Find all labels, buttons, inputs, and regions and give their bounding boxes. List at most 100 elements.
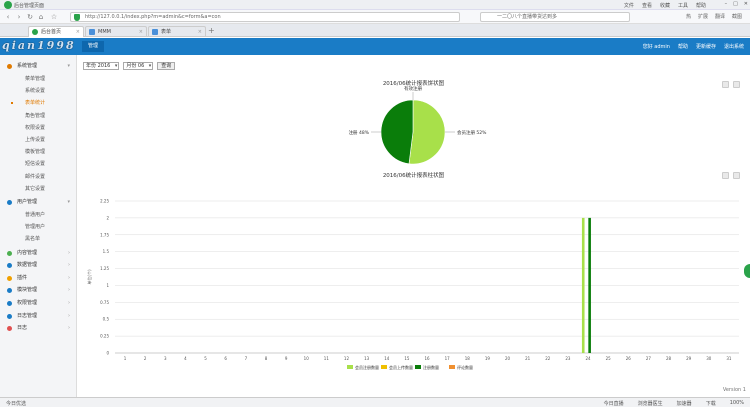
ext-extensions[interactable]: 扩展: [697, 14, 708, 20]
sidebar-item[interactable]: 系统设置: [0, 85, 77, 97]
menu-view[interactable]: 查看: [641, 3, 652, 9]
chevron-down-icon: ▾: [67, 199, 70, 205]
help-link[interactable]: 帮助: [677, 44, 688, 50]
legend-label[interactable]: 会员注册数量: [355, 364, 379, 370]
menu-help[interactable]: 帮助: [695, 3, 706, 9]
month-select[interactable]: 月份 06: [123, 62, 154, 70]
print-icon[interactable]: [722, 81, 729, 88]
sidebar-item[interactable]: 管理用户: [0, 221, 77, 233]
sidebar-item[interactable]: 短信设置: [0, 158, 77, 170]
sidebar-item[interactable]: 模板管理: [0, 146, 77, 158]
logout-link[interactable]: 退出系统: [723, 44, 744, 50]
year-select[interactable]: 年份 2016: [83, 62, 120, 70]
bar[interactable]: [581, 217, 585, 353]
tab-close-icon[interactable]: ×: [138, 29, 143, 35]
section-icon: [7, 301, 12, 306]
x-tick-label: 2: [144, 356, 147, 361]
sidebar-section[interactable]: 数据管理 ›: [0, 260, 77, 271]
browser-titlebar: 后台管理页面 文件 查看 收藏 工具 帮助 – □ ✕: [0, 0, 750, 10]
sidebar-section-system[interactable]: 系统管理 ▾: [0, 61, 77, 72]
minimize-icon[interactable]: –: [724, 1, 728, 7]
sidebar-section[interactable]: 插件 ›: [0, 273, 77, 284]
section-icon: [7, 313, 12, 319]
address-bar[interactable]: http://127.0.0.1/index.php?m=admin&c=for…: [70, 12, 460, 22]
tab-favicon: [32, 29, 38, 35]
x-tick-label: 21: [525, 356, 531, 361]
star-icon[interactable]: ☆: [50, 13, 58, 21]
sidebar-item[interactable]: 表单统计: [0, 97, 77, 109]
new-tab-icon[interactable]: +: [208, 26, 215, 35]
legend-label[interactable]: 会员上传数量: [389, 364, 413, 370]
pie-slice[interactable]: [408, 99, 446, 165]
forward-icon[interactable]: ›: [17, 13, 21, 21]
status-doctor[interactable]: 浏览器医生: [637, 401, 663, 407]
status-download[interactable]: 下载: [705, 401, 716, 407]
search-input[interactable]: 一二〇八个直播带货达到多: [480, 12, 630, 22]
sidebar-item[interactable]: 上传设置: [0, 134, 77, 146]
close-icon[interactable]: ✕: [743, 1, 748, 7]
sidebar-item[interactable]: 黑名单: [0, 233, 77, 245]
sidebar-item-label: 表单统计: [25, 100, 46, 107]
status-accelerator[interactable]: 加速器: [676, 401, 692, 407]
sidebar-section[interactable]: 权限管理 ›: [0, 298, 77, 309]
sidebar-item[interactable]: 普通用户: [0, 209, 77, 221]
sidebar-item[interactable]: 其它设置: [0, 183, 77, 195]
home-icon[interactable]: ⌂: [38, 13, 44, 21]
sidebar-item[interactable]: 菜单管理: [0, 73, 77, 85]
sidebar-item-label: 角色管理: [25, 112, 46, 119]
ext-screenshot[interactable]: 截图: [731, 14, 742, 20]
sidebar-item[interactable]: 权限设置: [0, 122, 77, 134]
menu-favorites[interactable]: 收藏: [659, 3, 670, 9]
x-tick-label: 14: [384, 356, 390, 361]
floating-share-button[interactable]: [744, 264, 750, 278]
sidebar-item[interactable]: 角色管理: [0, 110, 77, 122]
refresh-cache-link[interactable]: 更新缓存: [695, 44, 716, 50]
sidebar-section[interactable]: 内容管理 ›: [0, 248, 77, 259]
menu-tools[interactable]: 工具: [677, 3, 688, 9]
sidebar-section[interactable]: 日志 ›: [0, 323, 77, 334]
nav-management[interactable]: 管理: [82, 41, 105, 52]
browser-logo-icon: [4, 1, 12, 9]
legend-label[interactable]: 注册数量: [423, 364, 439, 370]
sidebar-item[interactable]: 邮件设置: [0, 171, 77, 183]
y-tick-label: 0: [106, 351, 109, 356]
x-tick-label: 10: [304, 356, 310, 361]
sidebar-section[interactable]: 日志管理 ›: [0, 311, 77, 322]
x-tick-label: 23: [565, 356, 571, 361]
x-tick-label: 16: [424, 356, 430, 361]
status-left[interactable]: 今日优选: [6, 401, 27, 407]
y-tick-label: 0.75: [100, 300, 109, 305]
tab-close-icon[interactable]: ×: [197, 29, 202, 35]
maximize-icon[interactable]: □: [733, 1, 738, 7]
download-icon[interactable]: [733, 172, 740, 179]
query-button[interactable]: 查询: [157, 62, 176, 70]
ext-hot[interactable]: 热: [685, 14, 691, 20]
tab-admin-home[interactable]: 后台首页 ×: [28, 26, 84, 37]
menu-file[interactable]: 文件: [623, 3, 634, 9]
status-zoom[interactable]: 100%: [729, 400, 744, 406]
sidebar-item-label: 菜单管理: [25, 76, 46, 82]
version-label: Version 1: [722, 387, 746, 393]
sidebar-section[interactable]: 模块管理 ›: [0, 285, 77, 296]
tab-form[interactable]: 表单 ×: [148, 26, 206, 37]
sidebar-item-label: 其它设置: [25, 185, 46, 192]
x-tick-label: 29: [686, 356, 692, 361]
tab-close-icon[interactable]: ×: [75, 29, 80, 35]
download-icon[interactable]: [733, 81, 740, 88]
sidebar-section-users[interactable]: 用户管理 ▾: [0, 197, 77, 208]
tab-favicon: [89, 29, 95, 35]
refresh-icon[interactable]: ↻: [27, 13, 33, 21]
pie-slice[interactable]: [380, 99, 414, 165]
tab-mmm[interactable]: MMM ×: [85, 26, 147, 37]
back-icon[interactable]: ‹: [6, 13, 10, 21]
status-live[interactable]: 今日直播: [603, 401, 624, 407]
chevron-right-icon: ›: [68, 262, 70, 269]
legend-label[interactable]: 评论数量: [457, 364, 473, 370]
pie-chart-title: 2016/06统计报表饼状图: [382, 81, 445, 87]
sidebar-section-label: 日志: [17, 325, 28, 332]
bar[interactable]: [588, 217, 591, 353]
print-icon[interactable]: [722, 172, 729, 179]
ext-translate[interactable]: 翻译: [714, 14, 725, 20]
